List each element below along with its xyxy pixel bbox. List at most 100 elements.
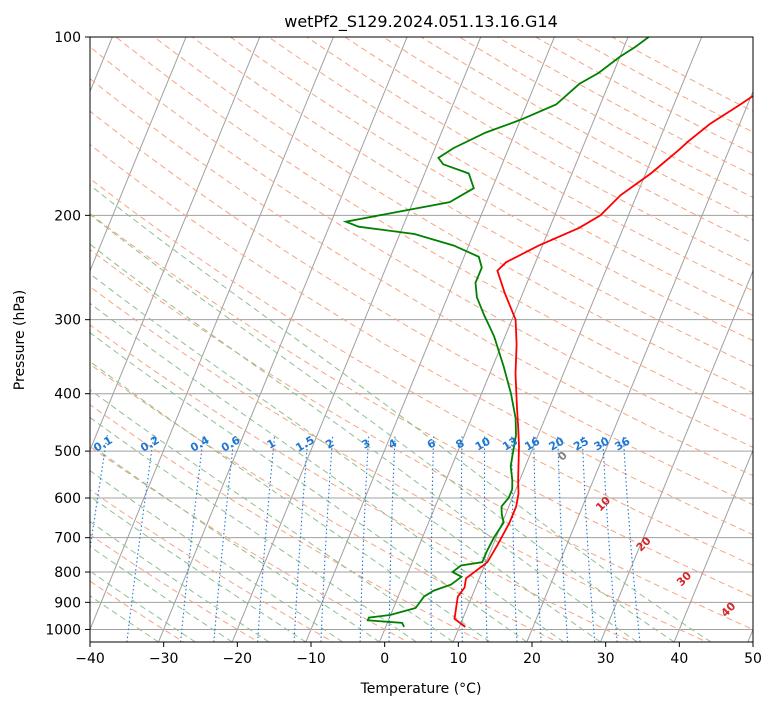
moist-adiabat (90, 389, 454, 642)
mixing-ratio-label: 3 (359, 437, 372, 452)
mixing-ratio-line (388, 435, 396, 642)
dry-adiabat (305, 37, 753, 292)
isotherm-line (599, 269, 753, 642)
y-axis-label: Pressure (hPa) (12, 290, 28, 390)
dry-adiabat (90, 178, 753, 566)
x-tick-label: 40 (670, 651, 688, 667)
dry-adiabat (420, 37, 753, 221)
mixing-ratio-line (257, 435, 276, 642)
mixing-ratio-line (511, 435, 518, 642)
mixing-ratio-line (213, 435, 235, 642)
dry-adiabat (115, 37, 753, 421)
isotherm-line (526, 90, 753, 642)
moist-adiabat (90, 545, 233, 642)
x-tick-label: 50 (744, 651, 762, 667)
mixing-ratio-line (293, 435, 309, 642)
mixing-ratio-label: 1 (265, 437, 278, 452)
moist-adiabat (90, 495, 307, 642)
moist-adiabat (90, 332, 528, 642)
y-tick-label: 900 (54, 595, 81, 611)
moist-adiabat (90, 213, 675, 642)
isotherm-line (157, 37, 408, 642)
moist-adiabat (90, 243, 638, 642)
dry-adiabat (90, 580, 185, 642)
y-tick-label: 200 (54, 208, 81, 224)
dry-adiabat (90, 46, 753, 448)
dewpoint-profile (342, 37, 650, 628)
mixing-ratio-line (602, 435, 618, 642)
dry-adiabat (90, 286, 708, 642)
mixing-ratio-line (533, 435, 542, 642)
dry-adiabat (191, 37, 753, 367)
y-tick-label: 1000 (45, 622, 81, 638)
isotherm-line (378, 37, 629, 642)
moist-adiabat (90, 520, 270, 642)
isotherm-line (90, 37, 187, 273)
mixing-ratio-line (90, 435, 108, 553)
isotherm-line (305, 37, 555, 642)
isotherm-line (673, 448, 753, 642)
moist-adiabat (90, 273, 601, 642)
moist-adiabat (90, 184, 712, 642)
x-tick-label: 0 (380, 651, 389, 667)
y-tick-label: 500 (54, 444, 81, 460)
dry-adiabat (229, 37, 753, 342)
isotherm-line (90, 37, 261, 452)
y-tick-label: 700 (54, 531, 81, 547)
dry-adiabat (90, 213, 753, 598)
mixing-ratio-line (126, 435, 155, 642)
isotherm-line (90, 37, 334, 631)
mixing-ratio-line (180, 435, 205, 642)
x-tick-label: 30 (597, 651, 615, 667)
profiles (342, 37, 753, 628)
dry-adiabat (90, 249, 753, 631)
moist-adiabat (90, 470, 343, 642)
mixing-ratio-line (430, 435, 435, 642)
y-tick-label: 800 (54, 565, 81, 581)
dry-adiabat (90, 489, 335, 642)
mixing-ratio-line (581, 435, 596, 642)
moist-adiabat-label: 20 (634, 534, 654, 554)
mixing-ratio-label: 4 (386, 436, 399, 451)
y-tick-label: 600 (54, 491, 81, 507)
mixing-ratio-line (359, 435, 370, 642)
y-tick-label: 300 (54, 313, 81, 329)
x-tick-label: 20 (523, 651, 541, 667)
moist-adiabat (90, 302, 564, 642)
x-axis-label: Temperature (°C) (360, 681, 482, 697)
dry-adiabat (90, 324, 634, 642)
moist-adiabat (90, 595, 159, 642)
isotherm-line (747, 628, 753, 642)
line-labels: 0.10.20.40.611.52346810131620253036-100-… (0, 411, 738, 619)
plot-frame (89, 36, 754, 643)
y-tick-label: 100 (54, 30, 81, 46)
mixing-ratio-line (622, 435, 641, 642)
background-grid (90, 37, 753, 642)
moist-adiabat (90, 360, 491, 642)
dry-adiabat (90, 404, 484, 642)
moist-adiabat-label: 10 (593, 494, 613, 514)
moist-adiabat (90, 570, 196, 642)
mixing-ratio-line (320, 435, 334, 642)
mixing-ratio-line (460, 435, 463, 642)
dry-adiabat (153, 37, 753, 394)
x-tick-label: −40 (75, 651, 105, 667)
isotherm-line (452, 37, 703, 642)
x-tick-label: 10 (449, 651, 467, 667)
dry-adiabat (90, 110, 753, 506)
dry-adiabat (90, 363, 559, 642)
dry-adiabat-label: -10 (0, 411, 5, 435)
dry-adiabat (382, 37, 753, 244)
mixing-ratio-line (557, 435, 569, 642)
moist-adiabat (90, 416, 417, 642)
dry-adiabat (611, 37, 753, 112)
temperature-profile (453, 94, 753, 628)
dry-adiabat (90, 534, 260, 642)
x-tick-label: −20 (223, 651, 253, 667)
dry-adiabat (90, 143, 753, 536)
x-tick-label: −30 (149, 651, 179, 667)
dry-adiabat (267, 37, 753, 316)
x-tick-label: −10 (296, 651, 326, 667)
dry-adiabat (572, 37, 753, 133)
